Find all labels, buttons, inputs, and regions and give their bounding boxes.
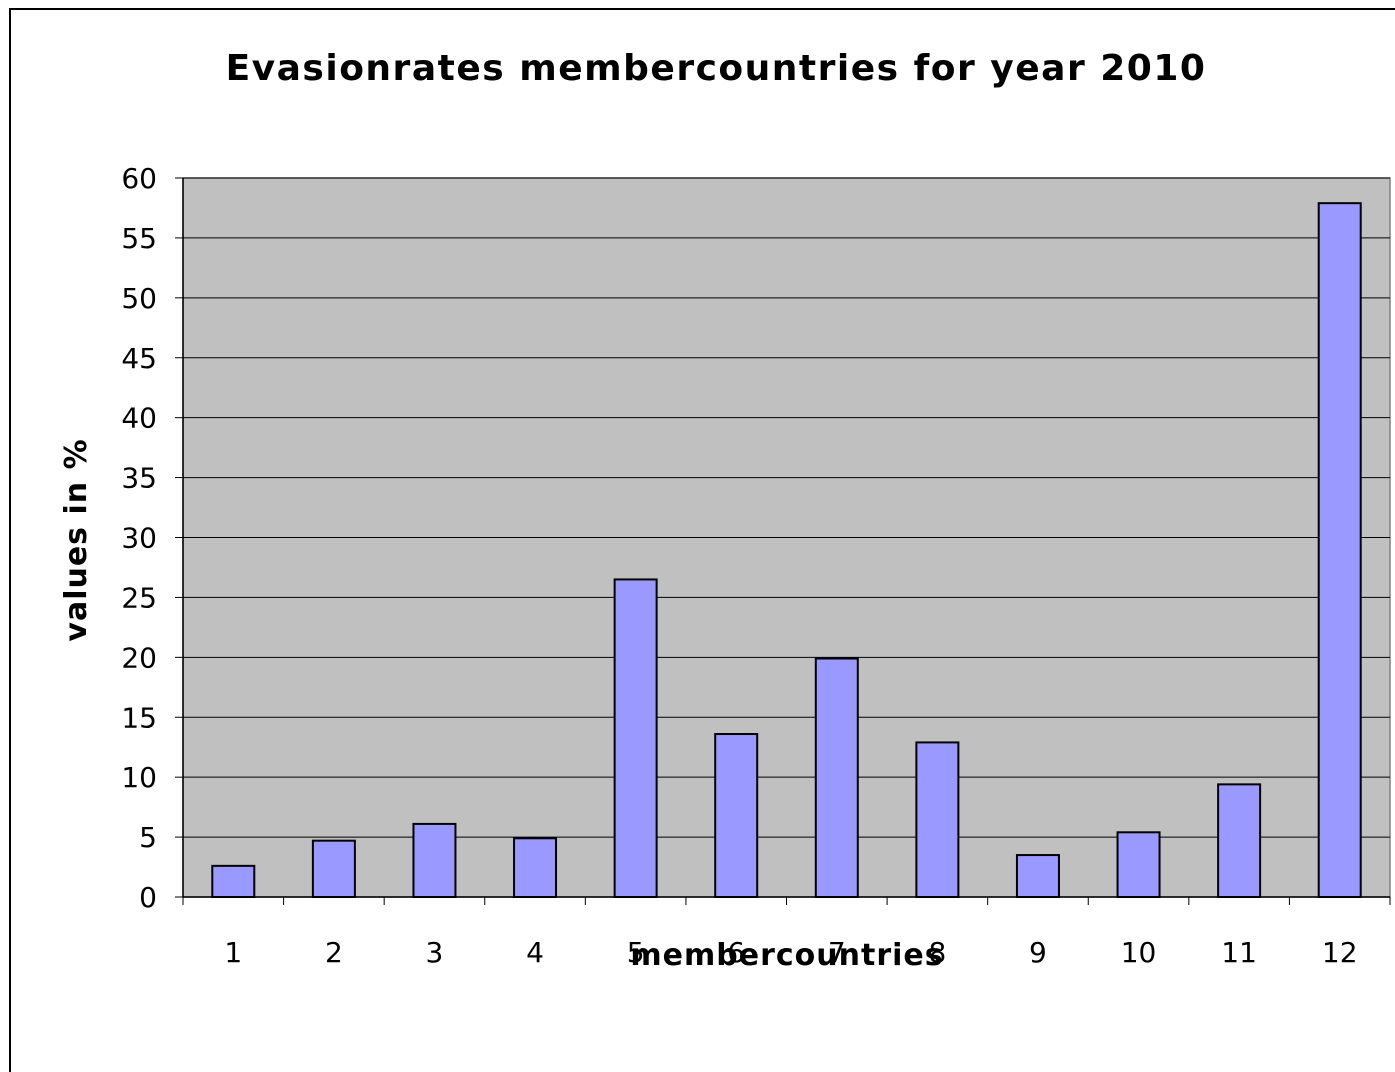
y-tick-label: 35 xyxy=(121,462,157,495)
bar-5 xyxy=(613,578,658,898)
x-tick-label: 4 xyxy=(526,936,544,969)
x-tick-label: 5 xyxy=(627,936,645,969)
bar-7 xyxy=(814,657,859,899)
y-tick-label: 25 xyxy=(121,581,157,614)
bar-2 xyxy=(311,839,356,899)
y-tick-label: 45 xyxy=(121,342,157,375)
x-tick-label: 11 xyxy=(1221,936,1257,969)
y-tick-label: 50 xyxy=(121,282,157,315)
x-tick-label: 2 xyxy=(325,936,343,969)
bar-11 xyxy=(1217,783,1262,899)
y-tick-label: 0 xyxy=(139,881,157,914)
x-tick-label: 12 xyxy=(1322,936,1358,969)
bar-8 xyxy=(915,741,960,898)
y-tick-label: 10 xyxy=(121,761,157,794)
x-tick-label: 3 xyxy=(426,936,444,969)
x-axis-title: membercountries xyxy=(630,938,943,973)
bar-4 xyxy=(513,837,558,899)
x-tick-label: 10 xyxy=(1121,936,1157,969)
y-tick-label: 20 xyxy=(121,641,157,674)
x-tick-labels: 1 2 3 4 5 6 7 8 9 10 11 12 xyxy=(224,936,1357,969)
y-tick-labels: 0 5 10 15 20 25 30 35 40 45 50 55 60 xyxy=(121,162,157,914)
y-tick-label: 30 xyxy=(121,522,157,555)
bar-12 xyxy=(1317,202,1362,899)
bar-3 xyxy=(412,822,457,899)
bar-9 xyxy=(1015,854,1060,899)
y-axis-title: values in % xyxy=(59,438,94,641)
y-tick-label: 60 xyxy=(121,162,157,195)
y-tick-label: 15 xyxy=(121,701,157,734)
bars xyxy=(211,202,1362,899)
gridlines xyxy=(183,177,1390,838)
x-tick-label: 1 xyxy=(224,936,242,969)
x-tick-label: 8 xyxy=(928,936,946,969)
y-tick-label: 5 xyxy=(139,821,157,854)
y-tick-label: 40 xyxy=(121,402,157,435)
y-tick-label: 55 xyxy=(121,222,157,255)
bar-10 xyxy=(1116,831,1161,898)
x-tick-label: 7 xyxy=(828,936,846,969)
x-tick-label: 6 xyxy=(727,936,745,969)
bar-1 xyxy=(211,864,256,898)
chart-title: Evasionrates membercountries for year 20… xyxy=(226,48,1207,89)
bar-6 xyxy=(714,733,759,898)
axes xyxy=(175,177,1391,905)
x-tick-label: 9 xyxy=(1029,936,1047,969)
